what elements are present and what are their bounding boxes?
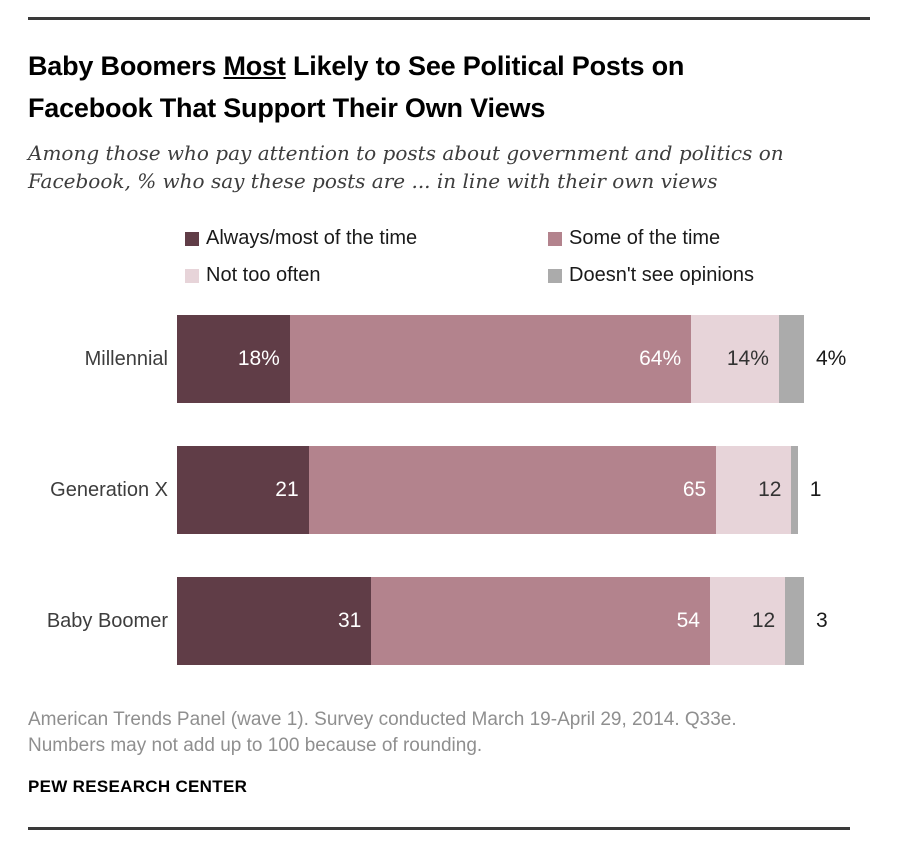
- bar-value-label-outside: 3: [815, 609, 828, 632]
- legend-item: Some of the time: [548, 227, 870, 250]
- bar-value-label: 12: [751, 609, 776, 632]
- category-label: Generation X: [50, 478, 168, 501]
- bar-value-label: 21: [275, 478, 299, 501]
- title-line: Facebook That Support Their Own Views: [28, 87, 870, 129]
- bar-value-label: 64%: [639, 347, 682, 370]
- legend-item-label: Always/most of the time: [206, 227, 418, 249]
- bar-segment: 14%: [691, 315, 779, 403]
- legend-item: Not too often: [185, 264, 548, 287]
- bottom-rule: [28, 827, 850, 830]
- legend-swatch-icon: [185, 268, 199, 283]
- source-line: American Trends Panel (wave 1). Survey c…: [28, 709, 737, 730]
- title-text: Facebook That Support Their Own Views: [28, 93, 546, 123]
- bar-value-label: 31: [338, 609, 362, 632]
- bar-value-label: 14%: [726, 347, 769, 370]
- bar-value-label: 54: [676, 609, 700, 632]
- stacked-bar: 18% 64% 14%: [177, 315, 804, 403]
- bar-segment: [778, 315, 804, 403]
- bar-row: Baby Boomer 31 54 12 3: [28, 577, 870, 665]
- legend-item-label: Not too often: [206, 264, 321, 286]
- legend: Always/most of the time Some of the time N…: [185, 227, 870, 287]
- title-text: Likely to See Political Posts on: [285, 51, 685, 81]
- legend-item-label: Doesn't see opinions: [569, 264, 755, 286]
- bar-row: Millennial 18% 64% 14% 4%: [28, 315, 870, 403]
- bar-segment: [791, 446, 798, 534]
- bar-value-label: 65: [682, 478, 707, 501]
- chart-subtitle: Among those who pay attention to posts a…: [28, 139, 870, 195]
- legend-item: Doesn't see opinions: [548, 264, 870, 287]
- title-text: Baby Boomers: [28, 51, 224, 81]
- legend-swatch-icon: [548, 231, 562, 246]
- bar-segment: 18%: [177, 315, 290, 403]
- bar-segment: 12: [716, 446, 792, 534]
- bar-segment: 31: [177, 577, 372, 665]
- chart: Millennial 18% 64% 14% 4% Generation X 21 65 12 1…: [28, 315, 870, 665]
- chart-title: Baby Boomers Most Likely to See Politica…: [28, 45, 870, 129]
- bar-value-label: 12: [758, 478, 782, 501]
- stacked-bar: 21 65 12: [177, 446, 798, 534]
- legend-swatch-icon: [548, 268, 562, 283]
- subtitle-line: Among those who pay attention to posts a…: [28, 141, 784, 165]
- bar-segment: 64%: [289, 315, 692, 403]
- bar-value-label: 18%: [237, 347, 280, 370]
- branding: PEW RESEARCH CENTER: [28, 777, 248, 796]
- bar-row: Generation X 21 65 12 1: [28, 446, 870, 534]
- title-line: Baby Boomers Most Likely to See Politica…: [28, 45, 870, 87]
- legend-swatch-icon: [185, 231, 199, 246]
- category-label: Baby Boomer: [46, 609, 168, 632]
- legend-item-label: Some of the time: [569, 227, 721, 249]
- stacked-bar: 31 54 12: [177, 577, 804, 665]
- source-note: American Trends Panel (wave 1). Survey c…: [28, 707, 870, 759]
- bar-segment: 12: [709, 577, 786, 665]
- title-text: Most: [223, 51, 286, 81]
- bar-value-label-outside: 1: [809, 478, 822, 501]
- legend-item: Always/most of the time: [185, 227, 548, 250]
- source-line: Numbers may not add up to 100 because of…: [28, 735, 483, 756]
- bar-segment: 21: [177, 446, 309, 534]
- subtitle-line: Facebook, % who say these posts are ... …: [28, 169, 718, 193]
- category-label: Millennial: [84, 347, 168, 370]
- bar-segment: [785, 577, 804, 665]
- bar-segment: 54: [371, 577, 710, 665]
- top-rule: [28, 17, 870, 20]
- bar-value-label-outside: 4%: [815, 347, 847, 370]
- bar-segment: 65: [308, 446, 717, 534]
